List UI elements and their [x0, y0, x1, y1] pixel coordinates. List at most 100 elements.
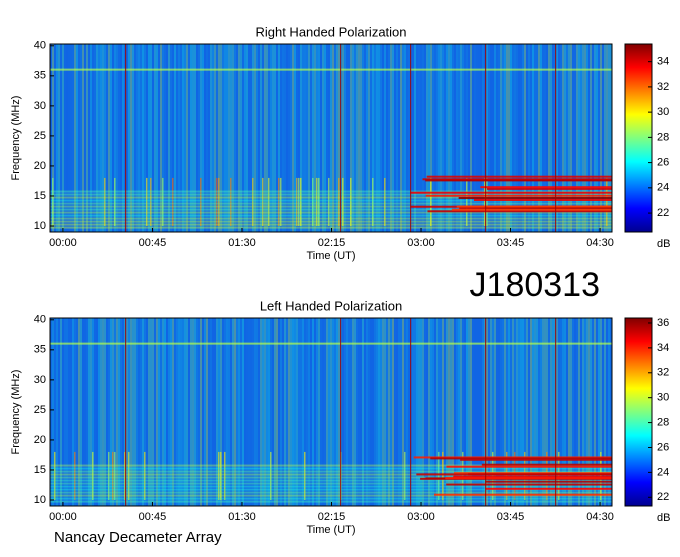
texture [178, 44, 180, 232]
texture [228, 318, 230, 506]
texture [374, 318, 376, 506]
texture [86, 44, 88, 232]
texture [114, 451, 116, 500]
texture [400, 318, 402, 506]
texture [396, 44, 398, 232]
texture [485, 487, 612, 490]
texture [382, 318, 384, 506]
texture [352, 318, 354, 506]
texture [464, 318, 466, 506]
texture [502, 44, 504, 232]
texture [126, 44, 128, 232]
texture [50, 220, 612, 223]
texture [446, 483, 612, 486]
texture [50, 497, 612, 500]
texture [250, 318, 252, 506]
texture [108, 451, 110, 500]
texture [346, 318, 348, 506]
texture [150, 318, 152, 506]
texture [474, 44, 476, 232]
texture [324, 318, 326, 506]
texture [448, 318, 450, 506]
texture [268, 318, 270, 506]
texture [328, 177, 330, 226]
colorbar-tick-label: 22 [657, 207, 669, 219]
texture [208, 318, 210, 506]
texture [50, 196, 612, 199]
texture [234, 318, 236, 506]
texture [66, 44, 68, 232]
texture [176, 44, 178, 232]
texture [288, 44, 290, 232]
texture [182, 318, 184, 506]
texture [160, 44, 162, 232]
texture [304, 44, 306, 232]
texture [594, 318, 596, 506]
texture [52, 44, 54, 232]
texture [120, 44, 122, 232]
texture [458, 44, 460, 232]
y-tick-label: 25 [34, 130, 46, 142]
texture [134, 318, 136, 506]
texture [194, 318, 196, 506]
texture [218, 177, 220, 226]
texture [118, 318, 120, 506]
texture [494, 44, 496, 232]
texture [584, 44, 586, 232]
texture [342, 44, 344, 232]
texture [222, 318, 224, 506]
texture [534, 44, 536, 232]
texture [214, 44, 216, 232]
texture [466, 318, 468, 506]
texture [140, 318, 142, 506]
texture [485, 480, 612, 483]
texture [480, 44, 482, 232]
texture [416, 44, 418, 232]
texture [216, 44, 218, 232]
texture [146, 177, 148, 226]
x-tick-label: 01:30 [228, 511, 256, 523]
texture [50, 193, 612, 196]
texture [496, 318, 498, 506]
texture [100, 44, 102, 232]
texture [162, 44, 164, 232]
texture [606, 318, 608, 506]
texture [432, 318, 434, 506]
texture [52, 177, 54, 226]
texture [168, 318, 170, 506]
texture [224, 451, 226, 500]
texture [462, 44, 464, 232]
texture [362, 318, 364, 506]
texture [128, 44, 130, 232]
texture [600, 318, 602, 506]
y-tick-label: 20 [34, 434, 46, 446]
texture [512, 318, 514, 506]
texture [196, 318, 198, 506]
texture [326, 44, 328, 232]
texture [586, 44, 588, 232]
texture [186, 44, 188, 232]
texture [486, 177, 488, 226]
texture [490, 44, 492, 232]
texture [348, 44, 350, 232]
texture [112, 318, 114, 506]
texture [80, 44, 82, 232]
texture [220, 44, 222, 232]
texture [434, 44, 436, 232]
texture [168, 44, 170, 232]
texture [214, 318, 216, 506]
y-tick-label: 40 [34, 40, 46, 52]
texture [366, 44, 368, 232]
texture [64, 318, 66, 506]
texture [290, 44, 292, 232]
texture [116, 44, 118, 232]
texture [50, 199, 612, 202]
footer: Nancay Decameter Array [54, 529, 222, 546]
texture [92, 318, 94, 506]
texture [444, 318, 446, 506]
texture [446, 465, 612, 468]
texture [604, 44, 606, 232]
colorbar-label: dB [657, 238, 670, 250]
texture [146, 318, 148, 506]
texture [218, 451, 220, 500]
